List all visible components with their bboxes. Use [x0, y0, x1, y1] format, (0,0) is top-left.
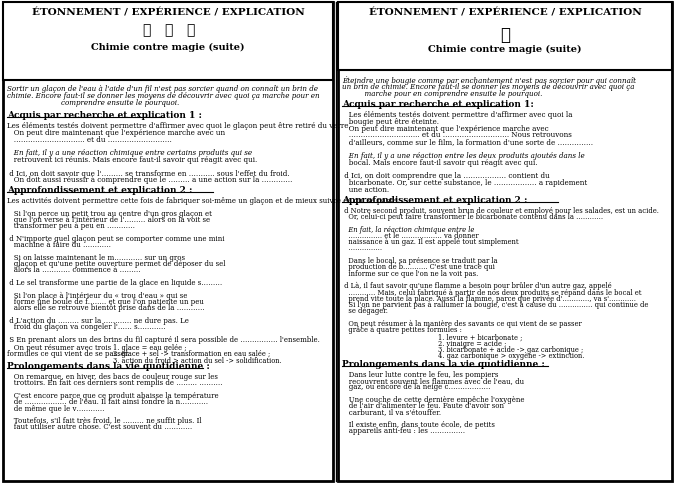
Text: Acquis par recherche et explication 1:: Acquis par recherche et explication 1:	[342, 100, 534, 109]
Text: transformer peu à peu en …………: transformer peu à peu en …………	[7, 222, 135, 230]
Text: prend vite toute la place. Aussi la flamme, parce que privée d'…………, va s'…………: prend vite toute la place. Aussi la flam…	[342, 294, 636, 302]
Text: ………………………... et du ………………………. Nous retrouvons: ………………………... et du ………………………. Nous retro…	[342, 131, 572, 139]
Text: Une couche de cette dernière empêche l'oxygène: Une couche de cette dernière empêche l'o…	[342, 395, 524, 403]
Text: ……………: ……………	[342, 244, 382, 252]
Text: Approfondissement et explication 2 :: Approfondissement et explication 2 :	[7, 186, 192, 195]
Text: Si l'on perce un petit trou au centre d'un gros glaçon et: Si l'on perce un petit trou au centre d'…	[7, 210, 212, 217]
Text: se dégager.: se dégager.	[342, 307, 388, 315]
Text: froid du glaçon va congeler l'…… s…………: froid du glaçon va congeler l'…… s…………	[7, 322, 165, 331]
Text: Dans leur lutte contre le feu, les pompiers: Dans leur lutte contre le feu, les pompi…	[342, 370, 498, 378]
Text: 🌋: 🌋	[142, 23, 150, 37]
Text: d N'importe quel glaçon peut se comporter comme une mini: d N'importe quel glaçon peut se comporte…	[7, 235, 225, 242]
Text: un brin de chimie. Encore faut-il se donner les moyens de découvrir avec quoi ça: un brin de chimie. Encore faut-il se don…	[342, 83, 634, 91]
Text: 1. levure + bicarbonate ;: 1. levure + bicarbonate ;	[438, 333, 522, 341]
Text: d Notre second produit, souvent brun de couleur et employé pour les salades, est: d Notre second produit, souvent brun de …	[342, 206, 659, 214]
Text: Si on laisse maintenant le m………… sur un gros: Si on laisse maintenant le m………… sur un …	[7, 254, 185, 261]
Text: formules ce qui vient de se passer.: formules ce qui vient de se passer.	[7, 349, 130, 358]
Text: une action.: une action.	[342, 185, 389, 194]
Text: naissance à un gaz. Il est appelé tout simplement: naissance à un gaz. Il est appelé tout s…	[342, 238, 518, 246]
Text: Il existe enfin, dans toute école, de petits: Il existe enfin, dans toute école, de pe…	[342, 420, 495, 428]
Text: Toutefois, s'il fait très froid, le ……… ne suffit plus. Il: Toutefois, s'il fait très froid, le ……… …	[7, 416, 202, 424]
Text: En fait, il y a une réaction chimique entre certains produits qui se: En fait, il y a une réaction chimique en…	[7, 149, 252, 157]
Text: On peut résumer à la manière des savants ce qui vient de se passer: On peut résumer à la manière des savants…	[342, 319, 582, 327]
Text: faut utiliser autre chose. C'est souvent du …………: faut utiliser autre chose. C'est souvent…	[7, 423, 192, 431]
Text: On peut résumer avec trois: On peut résumer avec trois	[7, 343, 111, 351]
Text: informe sur ce que l'on ne la voit pas.: informe sur ce que l'on ne la voit pas.	[342, 269, 479, 277]
Text: Les éléments testés doivent permettre d'affirmer avec quoi le glaçon peut être r: Les éléments testés doivent permettre d'…	[7, 122, 351, 130]
Text: comprendre ensuite le pourquoi.: comprendre ensuite le pourquoi.	[7, 99, 180, 107]
FancyBboxPatch shape	[338, 3, 672, 481]
FancyBboxPatch shape	[3, 3, 333, 81]
Text: Dans le bocal, sa présence se traduit par la: Dans le bocal, sa présence se traduit pa…	[342, 257, 497, 264]
Text: 4. gaz carbonique > oxygène -> extinction.: 4. gaz carbonique > oxygène -> extinctio…	[438, 352, 585, 360]
Text: 2. vinaigre = acide ;: 2. vinaigre = acide ;	[438, 339, 506, 347]
Text: trottoirs. En fait ces derniers sont remplis de ……... ……….: trottoirs. En fait ces derniers sont rem…	[7, 378, 223, 387]
Text: S En prenant alors un des brins du fil capturé il sera possible de ……………. l'ense: S En prenant alors un des brins du fil c…	[7, 335, 320, 343]
Text: Si l'on ne parvient pas à rallumer la bougie, c'est à cause du …………… qui continu: Si l'on ne parvient pas à rallumer la bo…	[342, 301, 649, 308]
Text: On peut dire maintenant que l'expérience marche avec un: On peut dire maintenant que l'expérience…	[7, 129, 225, 136]
Text: de ……………… de l'eau. Il fait ainsi fondre la n…………: de ……………… de l'eau. Il fait ainsi fondre…	[7, 397, 208, 406]
Text: que l'on verse à l'intérieur de l'……… alors on la voit se: que l'on verse à l'intérieur de l'……… al…	[7, 216, 210, 224]
Text: Les éléments testés doivent permettre d'affirmer avec quoi la: Les éléments testés doivent permettre d'…	[342, 111, 572, 119]
Text: alors la ………… commence à ………: alors la ………… commence à ………	[7, 266, 140, 274]
Text: On remarque, en hiver, des bacs de couleur rouge sur les: On remarque, en hiver, des bacs de coule…	[7, 372, 218, 380]
Text: d Là, il faut savoir qu'une flamme a besoin pour brûler d'un autre gaz, appelé: d Là, il faut savoir qu'une flamme a bes…	[342, 282, 612, 290]
FancyBboxPatch shape	[3, 3, 333, 481]
Text: chimie. Encore faut-il se donner les moyens de découvrir avec quoi ça marche pou: chimie. Encore faut-il se donner les moy…	[7, 92, 320, 100]
Text: de l'air d'alimenter le feu. Faute d'avoir son: de l'air d'alimenter le feu. Faute d'avo…	[342, 401, 504, 409]
Text: ✨: ✨	[500, 27, 510, 44]
Text: 2. glace + sel -> transformation en eau salée ;: 2. glace + sel -> transformation en eau …	[113, 349, 270, 358]
Text: Prolongements dans la vie quotidienne :: Prolongements dans la vie quotidienne :	[342, 359, 545, 368]
Text: Chimie contre magie (suite): Chimie contre magie (suite)	[428, 45, 582, 54]
Text: Approfondissement et explication 2 :: Approfondissement et explication 2 :	[342, 195, 527, 204]
Text: ÉTONNEMENT / EXPÉRIENCE / EXPLICATION: ÉTONNEMENT / EXPÉRIENCE / EXPLICATION	[32, 9, 304, 18]
Text: …………… et le ……………… va donner: …………… et le ……………… va donner	[342, 231, 479, 239]
FancyBboxPatch shape	[338, 3, 672, 71]
Text: grâce à quatre petites formules :: grâce à quatre petites formules :	[342, 326, 462, 333]
Text: 3. action du froid > action du sel -> solidification.: 3. action du froid > action du sel -> so…	[113, 356, 281, 364]
Text: bicarbonate. Or, sur cette substance, le ……………… a rapidement: bicarbonate. Or, sur cette substance, le…	[342, 179, 587, 187]
Text: machine à faire du …………: machine à faire du …………	[7, 241, 111, 249]
Text: ………………………... et du ………………………: ………………………... et du ………………………	[7, 136, 172, 143]
Text: Éteindre une bougie comme par enchantement n'est pas sorcier pour qui connaît: Éteindre une bougie comme par enchanteme…	[342, 76, 636, 85]
Text: forme une boule de f…….. et que l'on patiente un peu: forme une boule de f…….. et que l'on pat…	[7, 297, 204, 305]
Text: retrouvent ici réunis. Mais encore faut-il savoir qui réagit avec qui.: retrouvent ici réunis. Mais encore faut-…	[7, 156, 257, 164]
Text: d Ici, on doit comprendre que la ……………… contient du: d Ici, on doit comprendre que la ……………… …	[342, 172, 549, 180]
Text: recouvrent souvent les flammes avec de l'eau, du: recouvrent souvent les flammes avec de l…	[342, 376, 524, 384]
Text: d L'action du ……… sur la ………… ne dure pas. Le: d L'action du ……… sur la ………… ne dure pa…	[7, 316, 189, 324]
Text: d Le sel transforme une partie de la glace en liquide s………: d Le sel transforme une partie de la gla…	[7, 278, 222, 287]
Text: Les activités doivent permettre cette fois de fabriquer soi-même un glaçon et de: Les activités doivent permettre cette fo…	[7, 197, 399, 205]
Text: 1. glace = eau gelée ;: 1. glace = eau gelée ;	[113, 343, 186, 351]
Text: glaçon et qu'une petite ouverture permet de déposer du sel: glaçon et qu'une petite ouverture permet…	[7, 259, 225, 268]
Text: Or, celui-ci peut faire transformer le bicarbonate contenu dans la …………: Or, celui-ci peut faire transformer le b…	[342, 212, 603, 220]
Text: d Ici, on doit savoir que l'……… se transforme en ……….. sous l'effet du froid.: d Ici, on doit savoir que l'……… se trans…	[7, 169, 290, 177]
Text: marche pour en comprendre ensuite le pourquoi.: marche pour en comprendre ensuite le pou…	[342, 90, 543, 98]
Text: Sortir un glaçon de l'eau à l'aide d'un fil n'est pas sorcier quand on connaît u: Sortir un glaçon de l'eau à l'aide d'un …	[7, 85, 318, 93]
Text: Chimie contre magie (suite): Chimie contre magie (suite)	[91, 43, 245, 52]
Text: 🧙: 🧙	[186, 23, 194, 37]
Text: d'ailleurs, comme sur le film, la formation d'une sorte de ……………: d'ailleurs, comme sur le film, la format…	[342, 138, 593, 146]
Text: ÉTONNEMENT / EXPÉRIENCE / EXPLICATION: ÉTONNEMENT / EXPÉRIENCE / EXPLICATION	[369, 9, 641, 18]
Text: ………… Mais, celui fabriqué à partir de nos deux produits se répand dans le bocal : ………… Mais, celui fabriqué à partir de no…	[342, 288, 641, 296]
Text: de même que le v…………: de même que le v…………	[7, 404, 105, 412]
Text: alors elle se retrouve bientôt prise dans de la …………: alors elle se retrouve bientôt prise dan…	[7, 303, 205, 312]
Text: bocal. Mais encore faut-il savoir qui réagit avec qui.: bocal. Mais encore faut-il savoir qui ré…	[342, 158, 537, 166]
Text: En fait, il y a une réaction entre les deux produits ajoutés dans le: En fait, il y a une réaction entre les d…	[342, 151, 585, 159]
Text: 3. bicarbonate + acide -> gaz carbonique ;: 3. bicarbonate + acide -> gaz carbonique…	[438, 346, 583, 353]
Text: Si l'on place à l'intérieur du « trou d'eau » qui se: Si l'on place à l'intérieur du « trou d'…	[7, 291, 188, 299]
Text: Acquis par recherche et explication 1 :: Acquis par recherche et explication 1 :	[7, 111, 202, 120]
Text: bougie peut être éteinte.: bougie peut être éteinte.	[342, 118, 439, 125]
Text: En fait, la réaction chimique entre le: En fait, la réaction chimique entre le	[342, 225, 475, 233]
Text: gaz, ou encore de la neige c………………: gaz, ou encore de la neige c………………	[342, 382, 491, 391]
Text: carburant, il va s'étouffer.: carburant, il va s'étouffer.	[342, 408, 441, 416]
Text: On doit aussi réussir à comprendre que le ……… a une action sur la ………….: On doit aussi réussir à comprendre que l…	[7, 176, 292, 184]
Text: appareils anti-feu : les ……………: appareils anti-feu : les ……………	[342, 426, 465, 435]
Text: production de b……….. C'est une trace qui: production de b……….. C'est une trace qui	[342, 263, 495, 271]
Text: C'est encore parce que ce produit abaisse la température: C'est encore parce que ce produit abaiss…	[7, 391, 219, 399]
Text: Prolongements dans la vie quotidienne :: Prolongements dans la vie quotidienne :	[7, 362, 210, 370]
Text: 💥: 💥	[164, 23, 172, 37]
Text: On peut dire maintenant que l'expérience marche avec: On peut dire maintenant que l'expérience…	[342, 124, 549, 132]
